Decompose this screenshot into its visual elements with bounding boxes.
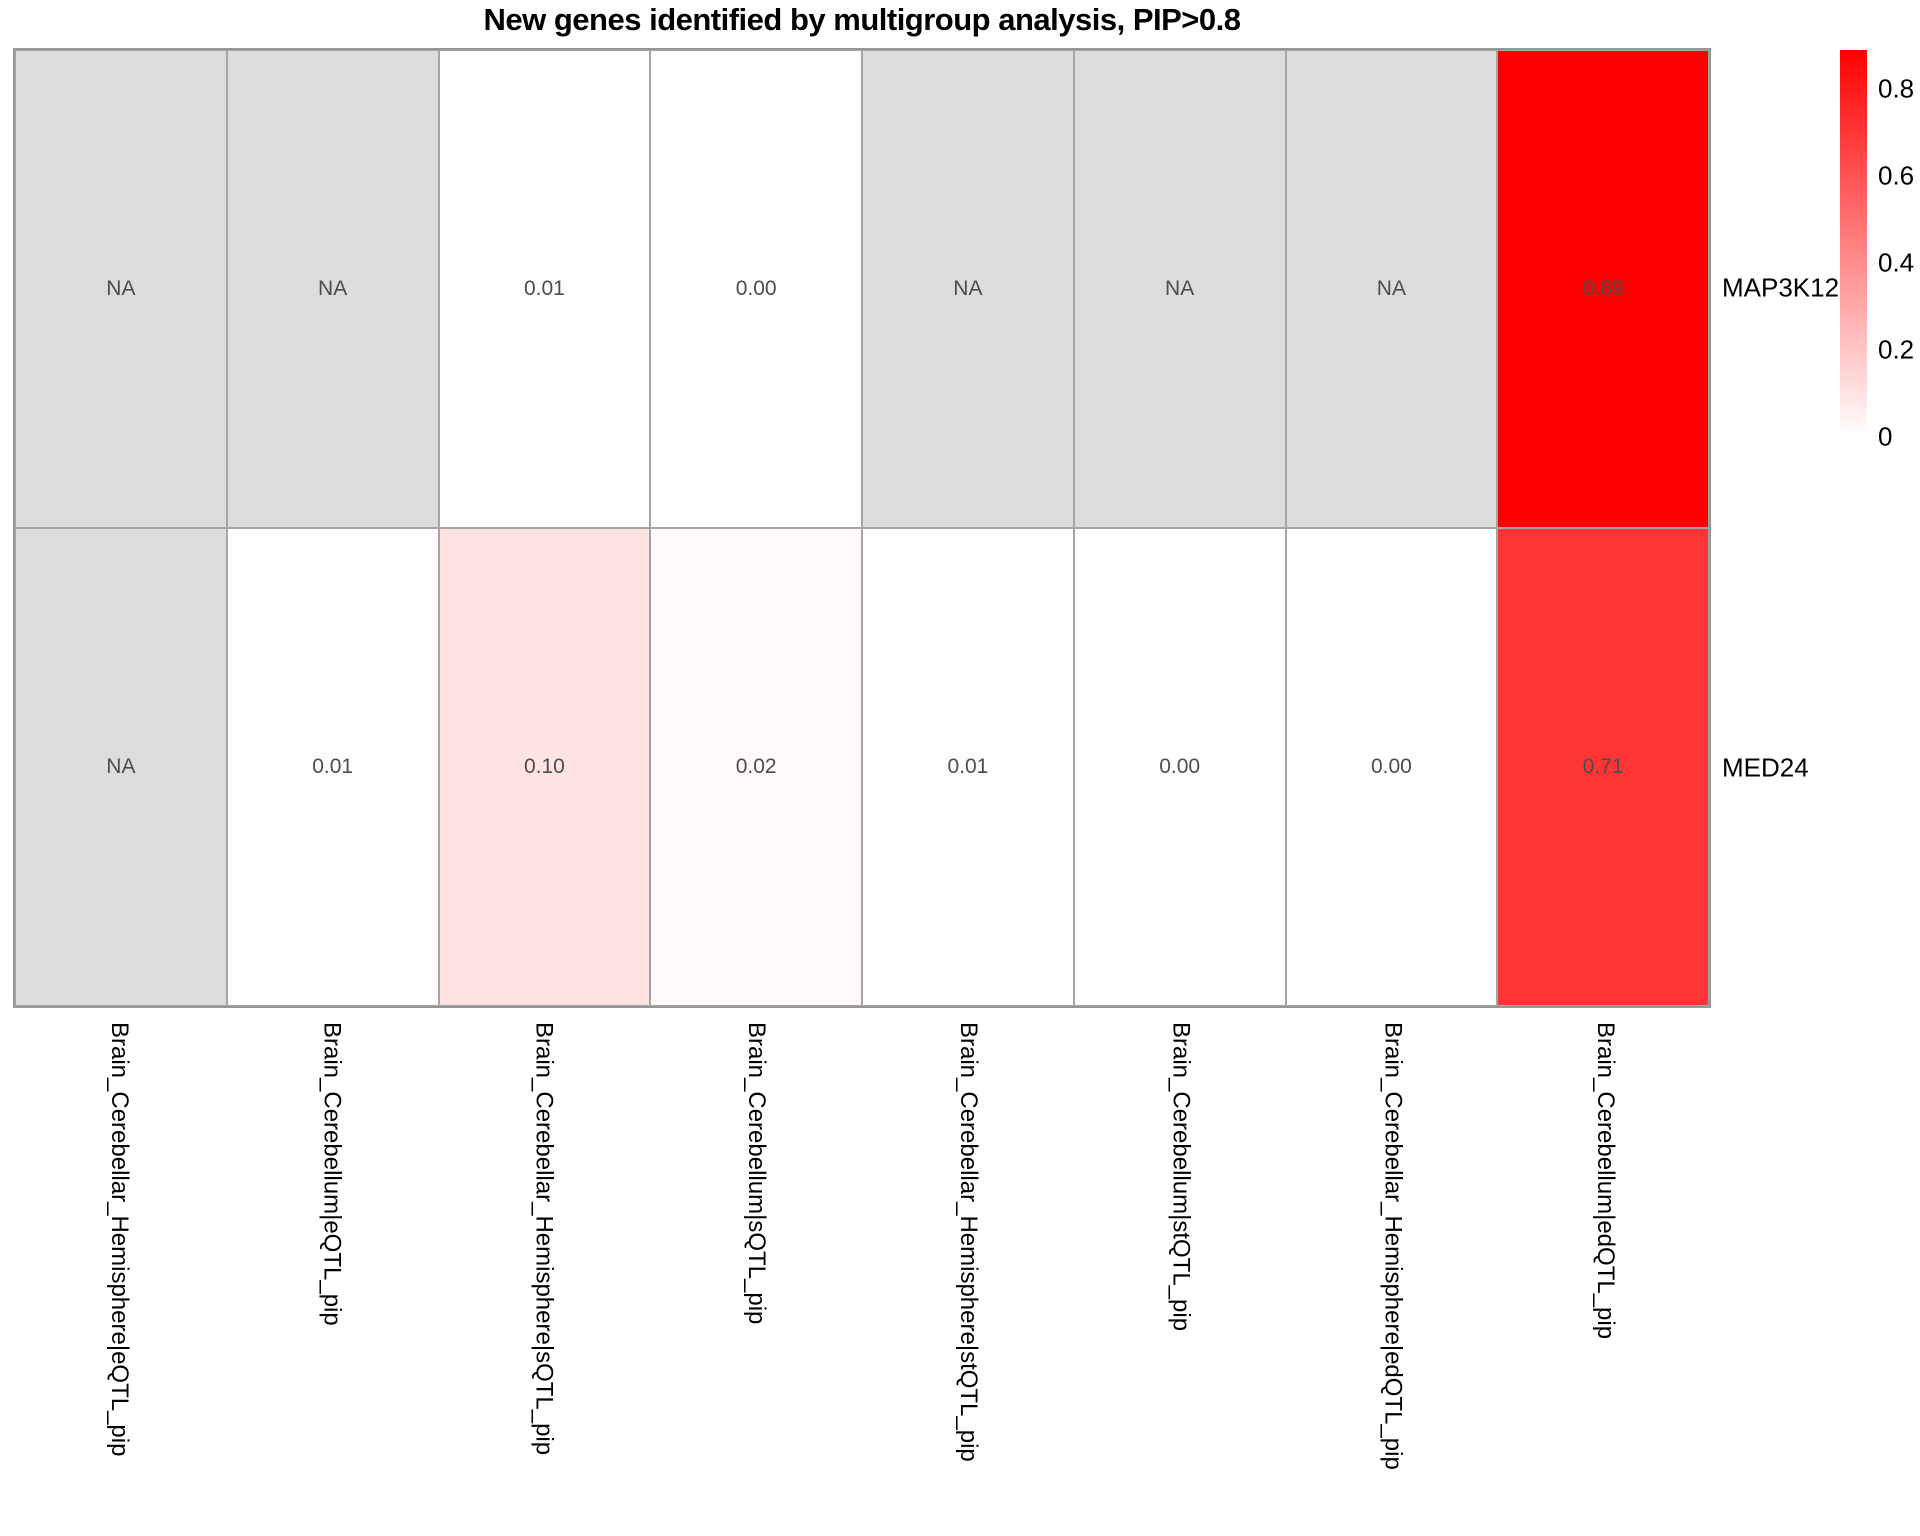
cell-value: 0.71 xyxy=(1582,755,1624,778)
col-label: Brain_Cerebellum|edQTL_pip xyxy=(1591,1022,1619,1340)
cell-value: 0.01 xyxy=(947,755,989,778)
chart-title: New genes identified by multigroup analy… xyxy=(483,2,1241,37)
cell-value: 0.89 xyxy=(1582,277,1624,300)
heatmap-cell: NA xyxy=(15,50,227,528)
legend-tick-label: 0.8 xyxy=(1878,73,1915,104)
col-label: Brain_Cerebellum|stQTL_pip xyxy=(1167,1022,1195,1332)
heatmap-cell: 0.00 xyxy=(1073,528,1286,1006)
cell-value: 0.01 xyxy=(312,755,354,778)
heatmap-cell: 0.10 xyxy=(438,528,651,1006)
row-label-map3k12: MAP3K12 xyxy=(1722,272,1840,303)
col-label: Brain_Cerebellum|eQTL_pip xyxy=(318,1022,346,1326)
heatmap-cell: NA xyxy=(15,528,227,1006)
col-label: Brain_Cerebellar_Hemisphere|stQTL_pip xyxy=(955,1022,983,1462)
legend-tick-label: 0 xyxy=(1878,421,1893,452)
legend-tick-label: 0.2 xyxy=(1878,334,1915,365)
cell-value: 0.01 xyxy=(523,277,565,300)
cell-value: NA xyxy=(953,277,983,300)
col-label: Brain_Cerebellum|sQTL_pip xyxy=(742,1022,770,1325)
heatmap-cell: NA xyxy=(862,50,1074,528)
cell-value: 0.02 xyxy=(735,755,777,778)
legend-tick-label: 0.6 xyxy=(1878,160,1915,191)
cell-value: NA xyxy=(318,277,348,300)
row-label-med24: MED24 xyxy=(1722,752,1809,783)
heatmap-cell: NA xyxy=(1285,50,1498,528)
heatmap-cell: NA xyxy=(1073,50,1286,528)
heatmap-cell: 0.02 xyxy=(650,528,862,1006)
cell-value: 0.00 xyxy=(1370,755,1412,778)
cell-value: NA xyxy=(106,277,136,300)
cell-value: 0.00 xyxy=(735,277,777,300)
col-label: Brain_Cerebellar_Hemisphere|sQTL_pip xyxy=(530,1022,558,1456)
legend-tick-label: 0.4 xyxy=(1878,247,1915,278)
col-label: Brain_Cerebellar_Hemisphere|edQTL_pip xyxy=(1379,1022,1407,1470)
heatmap-cell: NA xyxy=(226,50,439,528)
heatmap-cell: 0.71 xyxy=(1497,528,1709,1006)
heatmap-cell: 0.01 xyxy=(226,528,439,1006)
cell-value: NA xyxy=(1376,277,1406,300)
cell-value: 0.10 xyxy=(523,755,565,778)
color-legend-bar xyxy=(1840,50,1867,437)
heatmap-cell: 0.00 xyxy=(1285,528,1498,1006)
cell-value: NA xyxy=(106,755,136,778)
heatmap-cell: 0.00 xyxy=(650,50,862,528)
heatmap-cell: 0.01 xyxy=(862,528,1074,1006)
heatmap-grid: NA NA 0.01 0.00 NA NA NA 0.89 NA 0.01 0.10 0.02 0.01… xyxy=(13,48,1711,1008)
heatmap-cell: 0.89 xyxy=(1497,50,1709,528)
col-label: Brain_Cerebellar_Hemisphere|eQTL_pip xyxy=(106,1022,134,1457)
cell-value: 0.00 xyxy=(1159,755,1201,778)
cell-value: NA xyxy=(1165,277,1195,300)
heatmap-cell: 0.01 xyxy=(438,50,651,528)
